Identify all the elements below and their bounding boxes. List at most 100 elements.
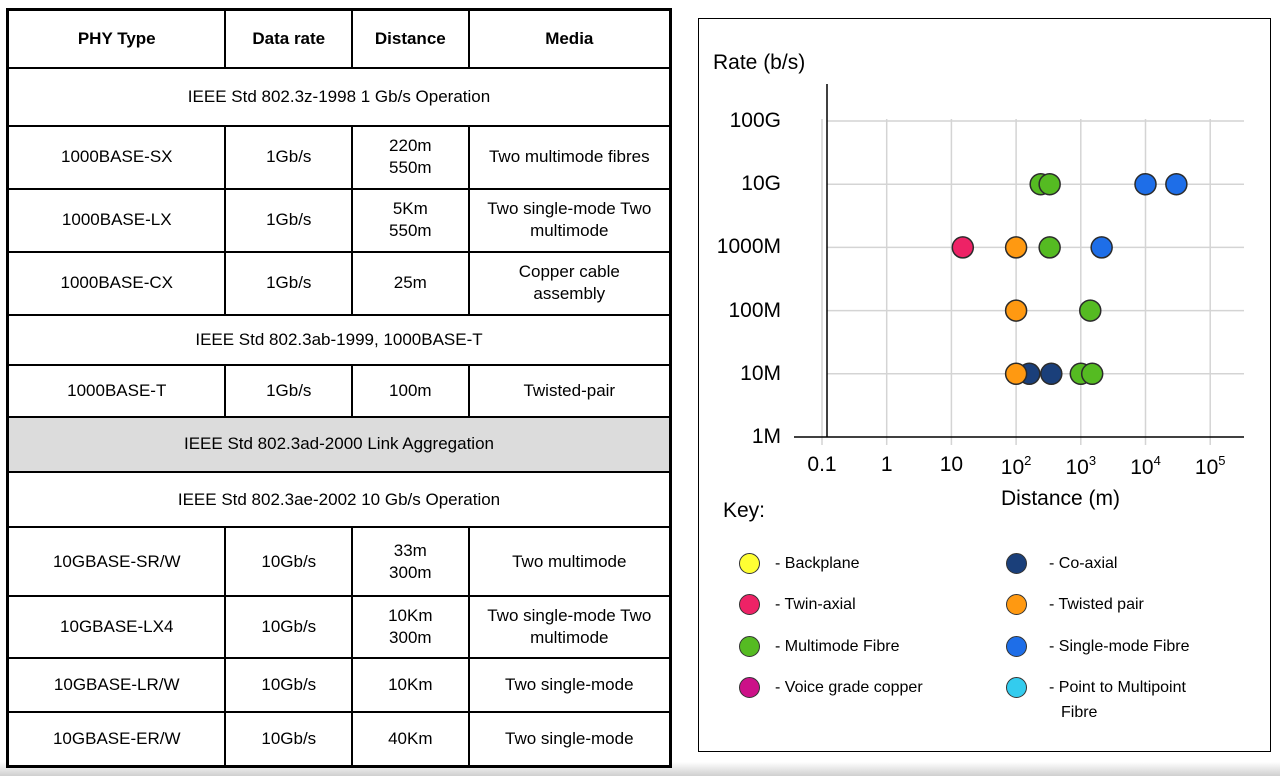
cell-text: 1000BASE-T (67, 380, 167, 400)
x-tick-label: 102 (986, 453, 1046, 480)
data-point (1038, 172, 1061, 196)
legend-label-line: - Twisted pair (1049, 596, 1144, 613)
x-tick-base: 10 (1065, 456, 1089, 479)
legend-title: Key: (723, 499, 766, 522)
cell-phy-type: 1000BASE-SX (6, 124, 227, 190)
data-point (1038, 236, 1061, 259)
cell-distance: 33m 300m (351, 526, 470, 598)
legend-swatch (1006, 677, 1027, 698)
x-tick-base: 10 (1000, 456, 1025, 479)
legend-label-line: - Point to Multipoint (1049, 679, 1186, 696)
cell-phy-type: 10GBASE-ER/W (6, 711, 227, 768)
cell-phy-type: 10GBASE-LR/W (6, 657, 227, 714)
y-tick-label: 10G (741, 172, 781, 196)
x-tick-exponent: 5 (1218, 453, 1226, 468)
cell-text: 10Gb/s (261, 551, 317, 571)
section-header-row: IEEE Std 802.3ae-2002 10 Gb/s Operation (6, 471, 672, 529)
cell-text: 10GBASE-LR/W (53, 675, 180, 695)
cell-text: assembly (533, 284, 606, 304)
table-row: 1000BASE-LX 1Gb/s 5Km 550m Two single-mode T… (6, 187, 672, 253)
x-tick-label: 103 (1051, 453, 1111, 480)
section-header-row: IEEE Std 802.3ab-1999, 1000BASE-T (6, 313, 672, 366)
cell-text: 300m (389, 628, 432, 648)
header-data-rate: Data rate (224, 8, 354, 69)
x-tick-label: 105 (1180, 453, 1240, 480)
cell-text: 10GBASE-ER/W (52, 729, 181, 749)
cell-text: Twisted-pair (523, 380, 616, 400)
legend-label: - Point to Multipoint Fibre (1049, 675, 1186, 725)
x-tick-exponent: 3 (1088, 453, 1097, 468)
cell-text: 40Km (388, 729, 433, 749)
cell-media: Two single-mode (467, 711, 672, 768)
cell-text: 1000BASE-CX (60, 273, 173, 293)
section-title: IEEE Std 802.3ad-2000 Link Aggregation (6, 415, 672, 474)
cell-media: Copper cable assembly (467, 250, 672, 316)
rate-distance-chart (794, 84, 1244, 445)
section-title: IEEE Std 802.3ab-1999, 1000BASE-T (6, 313, 672, 366)
cell-media: Two multimode (467, 526, 672, 598)
legend-label-line: - Multimode Fibre (775, 638, 900, 655)
rate-distance-chart-panel: Rate (b/s) Distance (m) 1M 10M 100M 1000M 10… (698, 18, 1271, 752)
data-point (951, 236, 975, 259)
cell-text: 1000BASE-LX (61, 210, 172, 230)
cell-text: 10Gb/s (261, 675, 317, 695)
legend-label-line: - Single-mode Fibre (1049, 638, 1190, 655)
cell-text: 220m (389, 136, 432, 156)
x-axis-label: Distance (m) (1001, 487, 1121, 510)
cell-text: 10Km (388, 675, 433, 695)
x-tick-exponent: 4 (1153, 453, 1161, 468)
y-tick-label: 1M (751, 425, 781, 448)
data-point (1134, 172, 1157, 196)
y-axis-label: Rate (b/s) (713, 51, 806, 74)
cell-text: Two multimode fibres (488, 147, 650, 167)
x-tick-label: 10 (921, 453, 981, 477)
cell-data-rate: 1Gb/s (224, 124, 354, 190)
table-row: 10GBASE-LX4 10Gb/s 10Km 300m Two single-mode… (6, 595, 672, 660)
table-row: 10GBASE-ER/W 10Gb/s 40Km Two single-mode (6, 711, 672, 768)
legend-label: - Voice grade copper (775, 675, 923, 700)
cell-text: Copper cable (518, 262, 620, 282)
table-row: 1000BASE-SX 1Gb/s 220m 550m Two multimode fi… (6, 124, 672, 190)
legend-label: - Multimode Fibre (775, 634, 899, 659)
cell-distance: 40Km (351, 711, 470, 768)
cell-phy-type: 1000BASE-LX (6, 187, 227, 253)
data-point (1004, 299, 1028, 322)
table-body: IEEE Std 802.3z-1998 1 Gb/s Operation 100… (6, 66, 672, 768)
cell-text: 10Gb/s (261, 617, 317, 637)
cell-media: Twisted-pair (467, 363, 672, 418)
data-point (1004, 362, 1028, 386)
cell-distance: 100m (351, 363, 470, 418)
cell-text: 10GBASE-LX4 (60, 617, 174, 637)
legend-swatch (1006, 553, 1027, 574)
legend-label-line: - Twin-axial (775, 596, 856, 613)
cell-text: Two single-mode Two (487, 199, 652, 219)
cell-text: multimode (530, 221, 609, 241)
cell-media: Two multimode fibres (467, 124, 672, 190)
cell-distance: 25m (351, 250, 470, 316)
cell-text: 33m (393, 540, 427, 560)
x-tick-base: 10 (939, 453, 964, 476)
data-point (1040, 362, 1063, 386)
cell-text: Two multimode (512, 551, 627, 571)
cell-data-rate: 10Gb/s (224, 526, 354, 598)
section-header-row: IEEE Std 802.3z-1998 1 Gb/s Operation (6, 66, 672, 127)
legend-label-line: - Voice grade copper (775, 679, 923, 696)
cell-phy-type: 10GBASE-SR/W (6, 526, 227, 598)
cell-data-rate: 1Gb/s (224, 250, 354, 316)
legend-swatch (1006, 594, 1027, 615)
cell-data-rate: 1Gb/s (224, 363, 354, 418)
cell-text: Two single-mode (505, 675, 634, 695)
cell-media: Two single-mode Two multimode (467, 187, 672, 253)
cell-text: Two single-mode Two (487, 606, 652, 626)
legend-label-line: Fibre (1061, 704, 1098, 721)
cell-distance: 10Km (351, 657, 470, 714)
cell-distance: 220m 550m (351, 124, 470, 190)
cell-text: 1Gb/s (266, 380, 312, 400)
cell-text: multimode (530, 628, 609, 648)
table-header-row: PHY Type Data rate Distance Media (6, 8, 672, 69)
data-point (1080, 362, 1104, 386)
x-tick-label: 1 (857, 453, 917, 477)
cell-data-rate: 10Gb/s (224, 711, 354, 768)
header-phy-type: PHY Type (6, 8, 227, 69)
cell-media: Two single-mode Two multimode (467, 595, 672, 660)
